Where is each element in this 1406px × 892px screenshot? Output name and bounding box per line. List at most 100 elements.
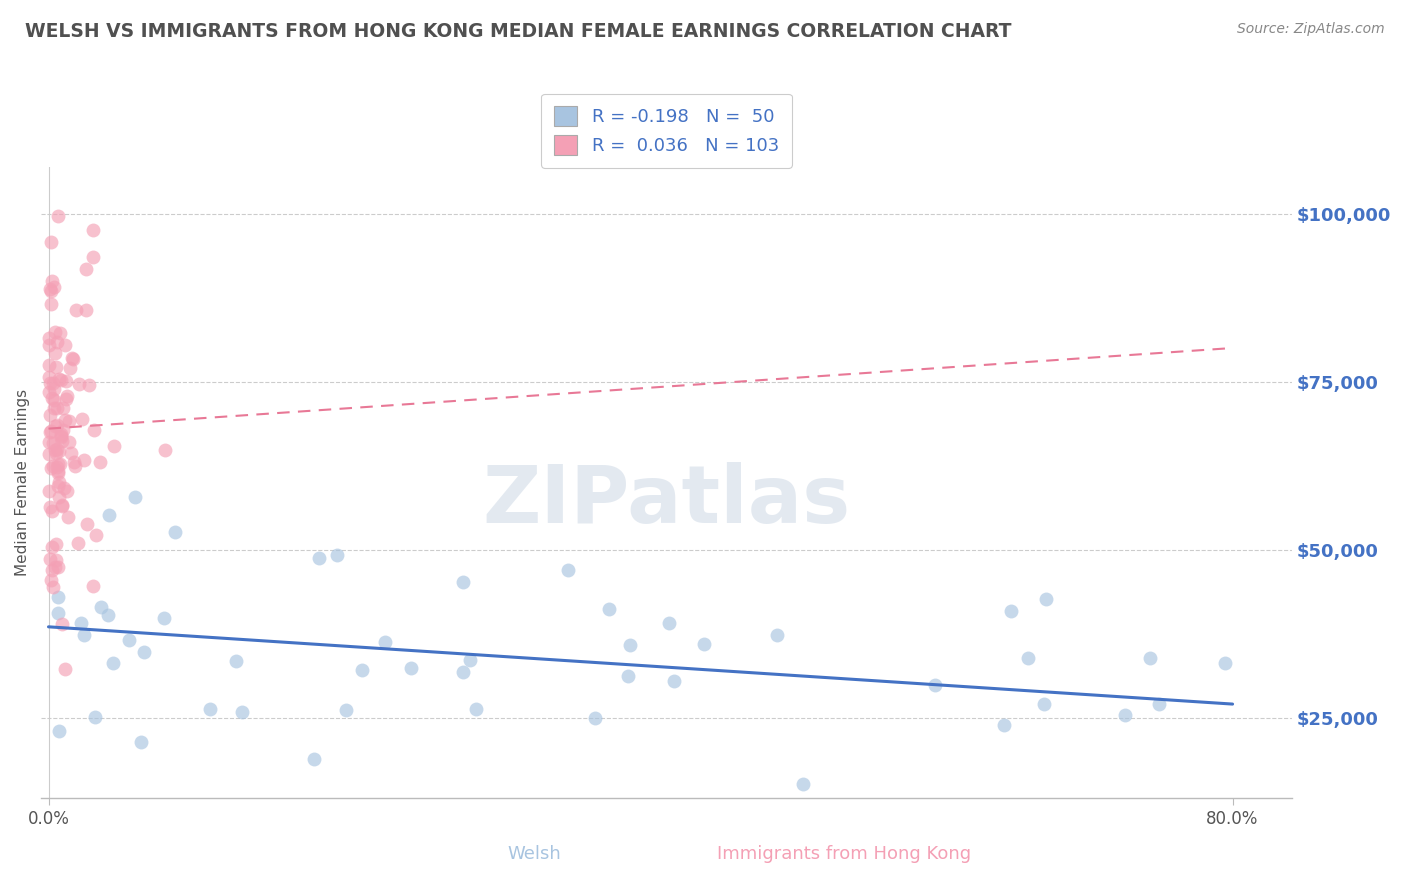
Point [693,638,716,652]
Point [48,457,70,471]
Point [792,776,814,790]
Point [46,590,69,604]
Point [1114,708,1136,723]
Point [45,401,67,415]
Point [55,413,77,427]
Point [79,378,101,392]
Point [1139,651,1161,665]
Point [75,303,97,318]
Point [48,490,70,504]
Point [44,559,66,574]
Point [38,447,60,461]
Point [44,325,66,339]
Point [225,654,247,668]
Point [39,235,62,250]
Point [458,653,481,667]
Point [993,718,1015,732]
Point [45,418,67,433]
Point [38,331,60,345]
Point [56,509,79,524]
Point [48,475,70,489]
Point [48,723,70,738]
Point [1017,650,1039,665]
Point [124,490,146,504]
Point [51,500,73,514]
Point [619,638,641,652]
Point [46,335,69,350]
Point [66,536,89,550]
Point [73,453,96,467]
Point [70,615,93,630]
Point [200,702,222,716]
Point [63,458,86,473]
Point [51,430,73,444]
Point [56,484,79,499]
Point [39,574,62,588]
Point [55,375,77,389]
Point [598,602,620,616]
Point [465,701,488,715]
Point [39,460,62,475]
Y-axis label: Median Female Earnings: Median Female Earnings [15,389,30,576]
Point [352,664,374,678]
Point [75,261,97,276]
Point [44,443,66,458]
Point [51,498,73,512]
Point [97,508,120,523]
Point [48,372,70,386]
Point [59,361,82,376]
Point [401,660,423,674]
Point [46,464,69,478]
Point [1213,656,1236,670]
Point [45,459,67,474]
Point [38,435,60,450]
Text: Immigrants from Hong Kong: Immigrants from Hong Kong [717,846,970,863]
Point [1147,697,1170,711]
Point [46,209,69,223]
Point [41,540,63,554]
Point [59,446,82,460]
Point [48,444,70,458]
Point [82,222,104,236]
Point [302,752,325,766]
Point [44,383,66,397]
Point [38,385,60,400]
Point [83,423,105,437]
Point [42,401,65,415]
Text: WELSH VS IMMIGRANTS FROM HONG KONG MEDIAN FEMALE EARNINGS CORRELATION CHART: WELSH VS IMMIGRANTS FROM HONG KONG MEDIA… [25,22,1012,41]
Point [451,665,474,679]
Point [52,423,75,437]
Point [41,504,63,518]
Point [67,377,90,392]
Point [103,438,125,452]
Text: ZIPatlas: ZIPatlas [482,462,851,541]
Point [38,500,60,514]
Text: Welsh: Welsh [508,846,561,863]
Point [82,579,104,593]
Point [58,434,80,449]
Point [153,611,176,625]
Point [62,351,84,366]
Point [41,563,63,577]
Point [38,425,60,439]
Point [73,628,96,642]
Point [42,280,65,294]
Point [658,615,681,630]
Point [38,358,60,372]
Point [46,560,69,574]
Point [1035,592,1057,607]
Point [335,703,357,717]
Point [38,338,60,352]
Point [51,373,73,387]
Point [557,563,579,577]
Point [45,442,67,456]
Point [231,705,253,719]
Point [38,408,60,422]
Point [583,711,606,725]
Point [41,580,63,594]
Point [39,296,62,310]
Point [70,411,93,425]
Point [45,359,67,374]
Point [46,466,69,480]
Point [101,656,124,670]
